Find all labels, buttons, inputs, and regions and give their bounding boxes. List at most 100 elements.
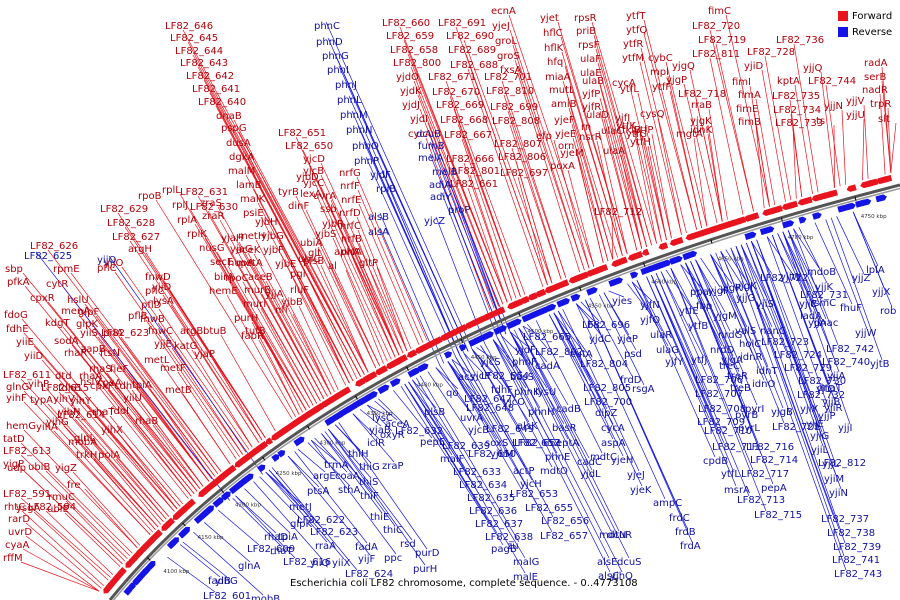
gene-label[interactable]: mdoB: [807, 267, 836, 278]
gene-label[interactable]: LF82_701: [484, 72, 532, 83]
gene-label[interactable]: malK: [240, 194, 266, 205]
gene-label[interactable]: argE: [313, 471, 336, 482]
gene-label[interactable]: LF82_626: [30, 241, 78, 252]
gene-label[interactable]: LF82_667: [444, 130, 492, 141]
gene-label[interactable]: phnP: [354, 156, 379, 167]
gene-label[interactable]: ulaA: [603, 146, 625, 157]
gene-label[interactable]: LF82_739: [833, 542, 881, 553]
gene-label[interactable]: yjeF: [554, 115, 575, 126]
gene-label[interactable]: thiH: [348, 449, 369, 460]
gene-label[interactable]: LF82_668: [440, 115, 488, 126]
gene-label[interactable]: LF82_658: [390, 45, 438, 56]
gene-label[interactable]: cycA: [601, 423, 625, 434]
gene-label[interactable]: yihF: [6, 393, 27, 404]
gene-label[interactable]: rn: [581, 122, 591, 133]
gene-label[interactable]: dnaB: [216, 111, 242, 122]
gene-label[interactable]: LF82_732: [797, 390, 845, 401]
gene-label[interactable]: yjjU: [846, 110, 865, 121]
gene-label[interactable]: groS: [497, 51, 520, 62]
gene-label[interactable]: phnD: [316, 37, 343, 48]
gene-label[interactable]: yjdF: [370, 170, 391, 181]
gene-label[interactable]: yjbF: [263, 245, 284, 256]
gene-label[interactable]: idnK: [690, 125, 712, 136]
reverse-gene-arrow[interactable]: [483, 330, 495, 340]
gene-label[interactable]: yjiA: [827, 371, 845, 382]
gene-label[interactable]: phnG: [322, 51, 349, 62]
gene-label[interactable]: hupA: [228, 258, 254, 269]
gene-label[interactable]: orn: [558, 141, 574, 152]
gene-label[interactable]: holC: [739, 339, 761, 350]
gene-label[interactable]: secE: [210, 257, 233, 268]
gene-label[interactable]: frdD: [620, 375, 642, 386]
gene-label[interactable]: basS: [510, 372, 534, 383]
gene-label[interactable]: yjdI: [410, 114, 428, 125]
gene-label[interactable]: yjiR: [824, 403, 842, 414]
gene-label[interactable]: ytfL: [721, 469, 740, 480]
gene-label[interactable]: nanC: [760, 326, 786, 337]
forward-gene-arrow[interactable]: [482, 310, 496, 321]
gene-label[interactable]: pagB: [491, 544, 517, 555]
gene-label[interactable]: yjcO: [503, 397, 525, 408]
gene-label[interactable]: thiF: [360, 491, 379, 502]
forward-gene-arrow[interactable]: [430, 336, 443, 346]
reverse-gene-arrow[interactable]: [586, 286, 599, 296]
gene-label[interactable]: serB: [864, 72, 886, 83]
gene-label[interactable]: LF82_742: [826, 344, 874, 355]
reverse-gene-arrow[interactable]: [798, 216, 807, 224]
gene-label[interactable]: yjgB: [771, 407, 793, 418]
gene-label[interactable]: adiA: [429, 180, 451, 191]
gene-label[interactable]: rhaD: [264, 532, 288, 543]
gene-label[interactable]: yjcZ: [424, 216, 445, 227]
reverse-gene-arrow[interactable]: [123, 584, 134, 596]
gene-label[interactable]: yijF: [358, 554, 375, 565]
gene-label[interactable]: psiE: [243, 208, 264, 219]
gene-label[interactable]: LF82_688: [450, 60, 498, 71]
gene-label[interactable]: LF82_811: [692, 49, 740, 60]
forward-gene-arrow[interactable]: [534, 288, 547, 299]
forward-gene-arrow[interactable]: [457, 324, 468, 333]
gene-label[interactable]: ssb: [320, 204, 337, 215]
gene-label[interactable]: LF82_671: [428, 72, 476, 83]
gene-label[interactable]: tyrB: [278, 187, 299, 198]
gene-label[interactable]: LF82_636: [469, 506, 517, 517]
gene-label[interactable]: nrfF: [340, 181, 360, 192]
gene-label[interactable]: yjbD: [296, 172, 319, 183]
gene-label[interactable]: glnG: [6, 382, 29, 393]
gene-label[interactable]: yjgM: [713, 311, 737, 322]
gene-label[interactable]: cycA: [612, 78, 636, 89]
gene-label[interactable]: LF82_715: [754, 510, 802, 521]
gene-label[interactable]: ytfR: [623, 39, 643, 50]
gene-label[interactable]: cadC: [577, 457, 602, 468]
gene-label[interactable]: fadA: [355, 542, 378, 553]
forward-gene-arrow[interactable]: [825, 189, 838, 198]
gene-label[interactable]: fdoI: [110, 406, 129, 417]
gene-label[interactable]: hfq: [547, 57, 563, 68]
gene-label[interactable]: dcuS: [617, 557, 642, 568]
gene-label[interactable]: glpK: [290, 519, 312, 530]
reverse-gene-arrow[interactable]: [365, 390, 379, 401]
gene-label[interactable]: LF82_689: [448, 45, 496, 56]
gene-label[interactable]: yiiX: [332, 558, 350, 569]
gene-label[interactable]: ytfE: [679, 306, 699, 317]
gene-label[interactable]: LF82_697: [500, 168, 548, 179]
gene-label[interactable]: fhuF: [840, 303, 862, 314]
gene-label[interactable]: hflC: [543, 28, 563, 39]
gene-label[interactable]: gltP: [359, 258, 378, 269]
reverse-gene-arrow[interactable]: [228, 483, 241, 495]
gene-label[interactable]: purH: [413, 564, 437, 575]
gene-label[interactable]: LF82_731: [800, 290, 848, 301]
gene-label[interactable]: LF82_643: [180, 58, 228, 69]
gene-label[interactable]: psd: [624, 349, 642, 360]
reverse-gene-arrow[interactable]: [241, 472, 255, 485]
gene-label[interactable]: yijO: [97, 255, 116, 266]
gene-label[interactable]: ppa: [690, 287, 709, 298]
gene-label[interactable]: LF82_661: [450, 179, 498, 190]
gene-label[interactable]: LF82_730: [798, 376, 846, 387]
gene-label[interactable]: LF82_728: [747, 47, 795, 58]
gene-label[interactable]: LF82_810: [486, 86, 534, 97]
gene-label[interactable]: efp: [536, 131, 552, 142]
gene-label[interactable]: argB: [180, 326, 203, 337]
gene-label[interactable]: yjiW: [780, 272, 801, 283]
gene-label[interactable]: LF82_660: [382, 18, 430, 29]
gene-label[interactable]: slt: [878, 114, 890, 125]
